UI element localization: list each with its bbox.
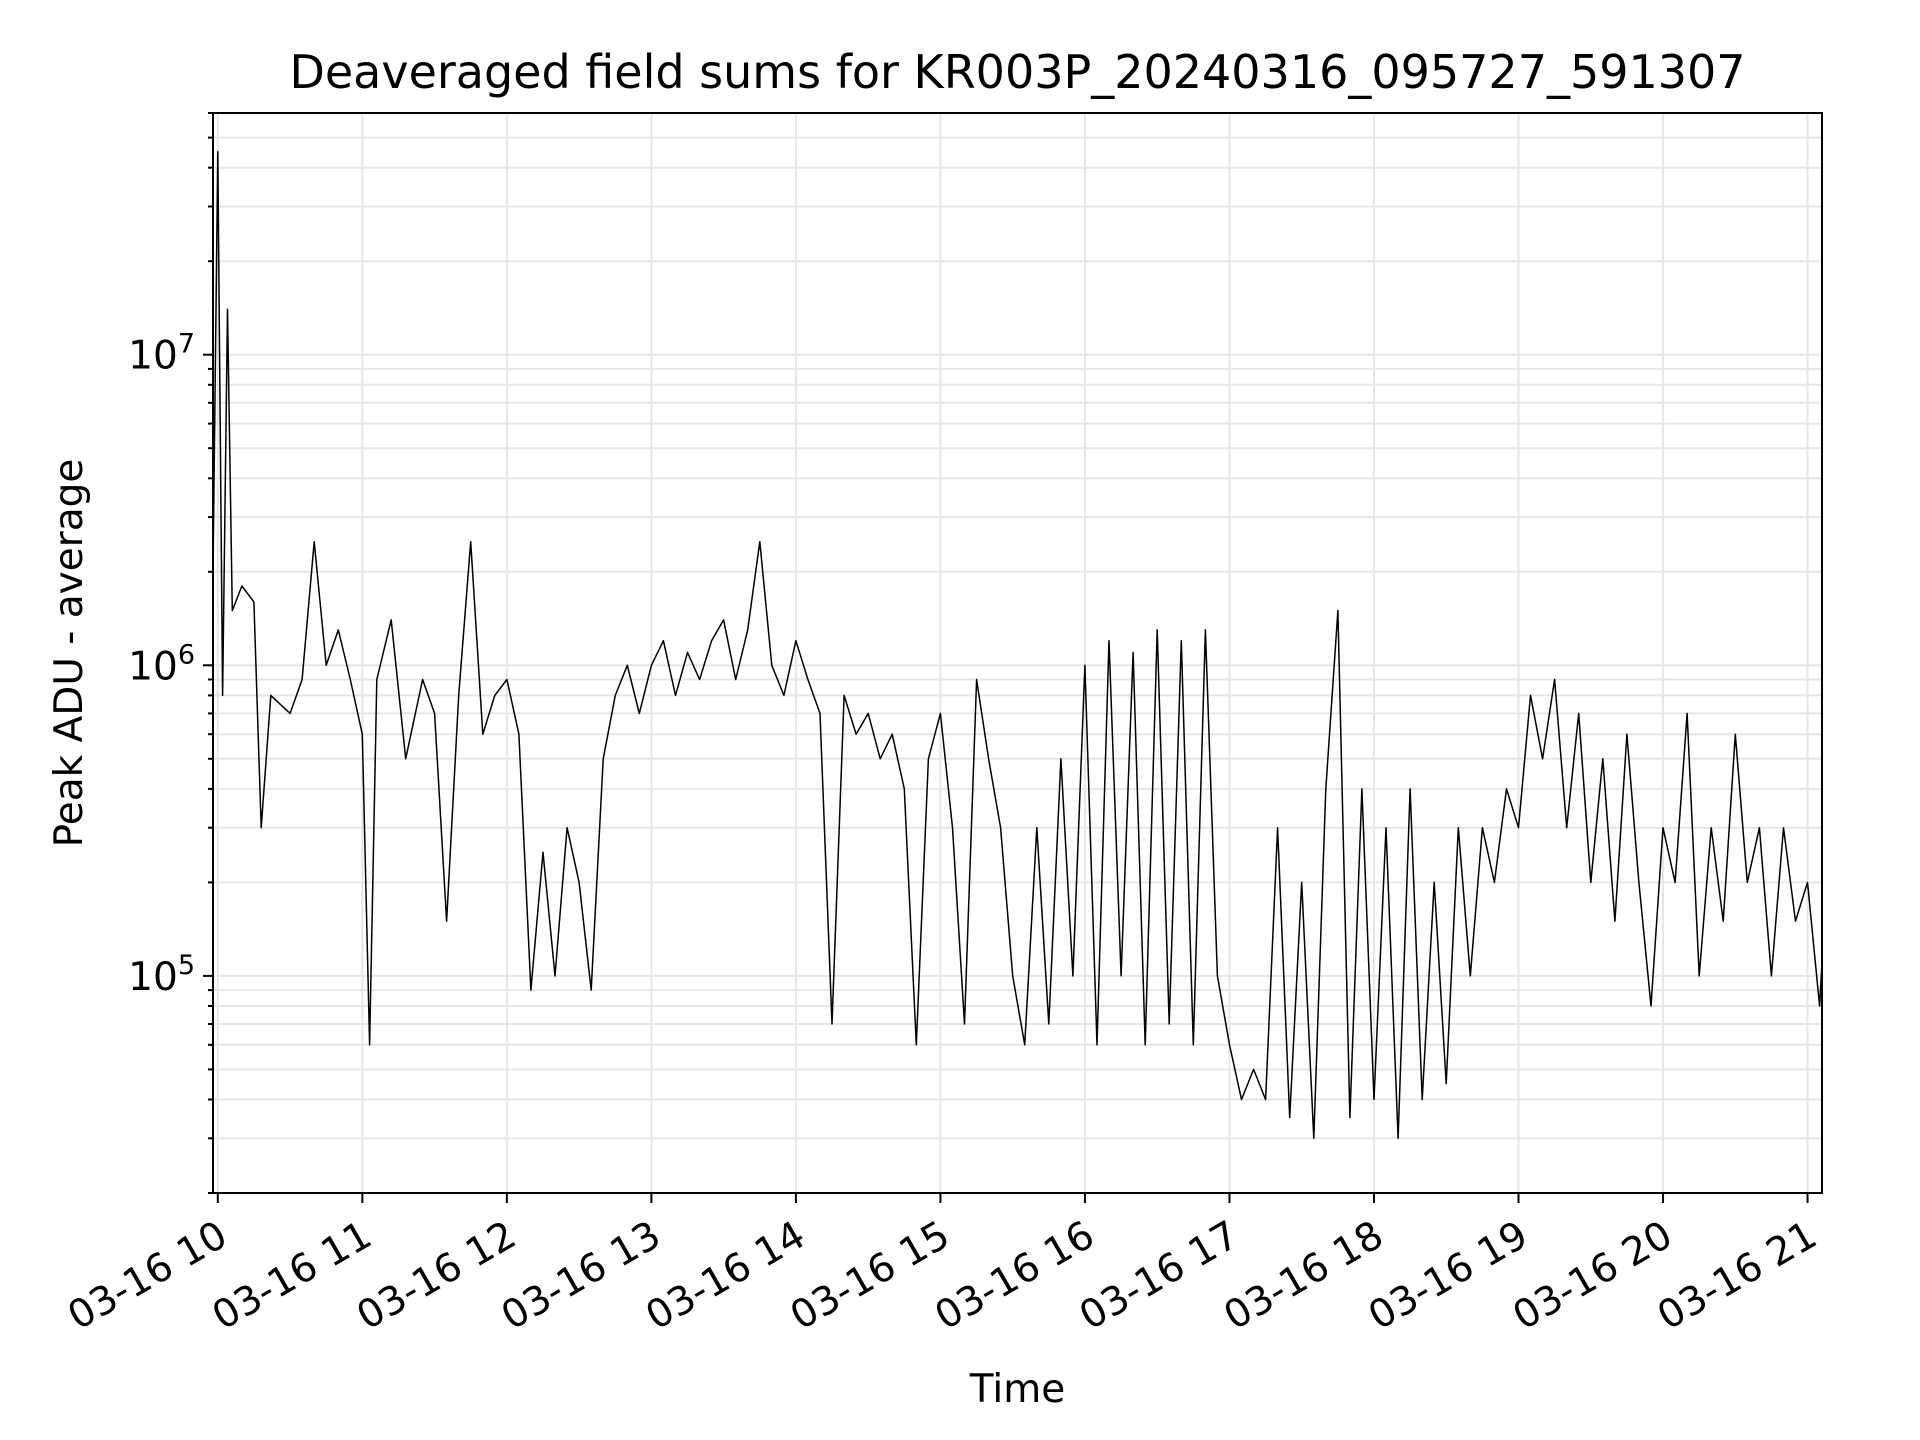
y-axis-label: Peak ADU - average xyxy=(47,459,92,848)
series-line xyxy=(213,151,1822,1140)
plot-frame xyxy=(212,112,1823,1194)
series-layer xyxy=(213,151,1822,1140)
y-tick-label: 105 xyxy=(128,950,195,1000)
y-tick-label: 107 xyxy=(128,329,195,379)
x-axis-label: Time xyxy=(969,1367,1065,1412)
y-tick-label: 106 xyxy=(128,639,195,689)
chart-title: Deaveraged field sums for KR003P_2024031… xyxy=(289,45,1745,99)
